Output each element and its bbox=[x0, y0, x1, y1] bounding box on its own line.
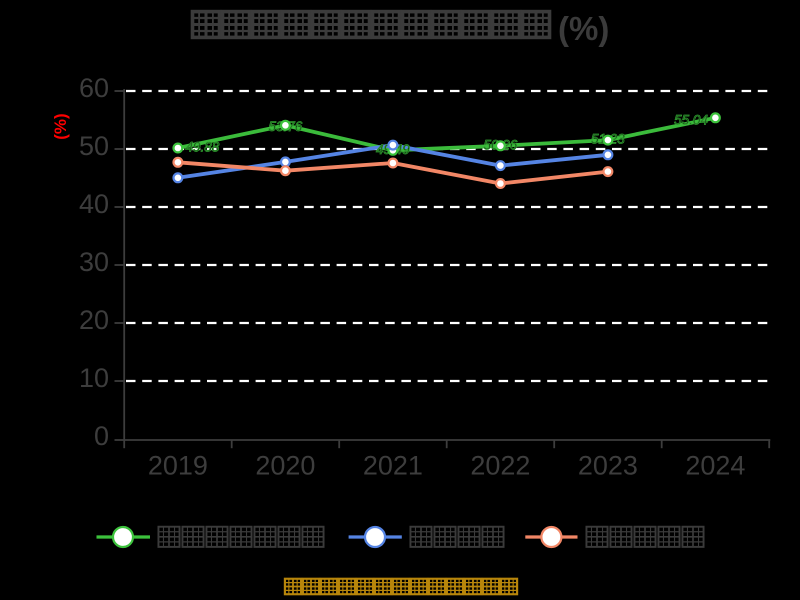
svg-text:50: 50 bbox=[79, 131, 109, 161]
svg-text:2021: 2021 bbox=[363, 451, 423, 481]
svg-text:(%): (%) bbox=[51, 113, 70, 139]
svg-text:0: 0 bbox=[94, 421, 109, 451]
svg-text:20: 20 bbox=[79, 305, 109, 335]
svg-text:2022: 2022 bbox=[470, 451, 530, 481]
svg-text:30: 30 bbox=[79, 247, 109, 277]
svg-text:10: 10 bbox=[79, 363, 109, 393]
svg-text:2024: 2024 bbox=[685, 451, 745, 481]
svg-text:(%): (%) bbox=[558, 10, 609, 47]
svg-text:2020: 2020 bbox=[255, 451, 315, 481]
svg-text:49.88: 49.88 bbox=[186, 140, 220, 155]
svg-text:2023: 2023 bbox=[578, 451, 638, 481]
svg-text:2019: 2019 bbox=[148, 451, 208, 481]
svg-text:40: 40 bbox=[79, 189, 109, 219]
svg-text:60: 60 bbox=[79, 73, 109, 103]
svg-text:55.04: 55.04 bbox=[674, 113, 708, 128]
